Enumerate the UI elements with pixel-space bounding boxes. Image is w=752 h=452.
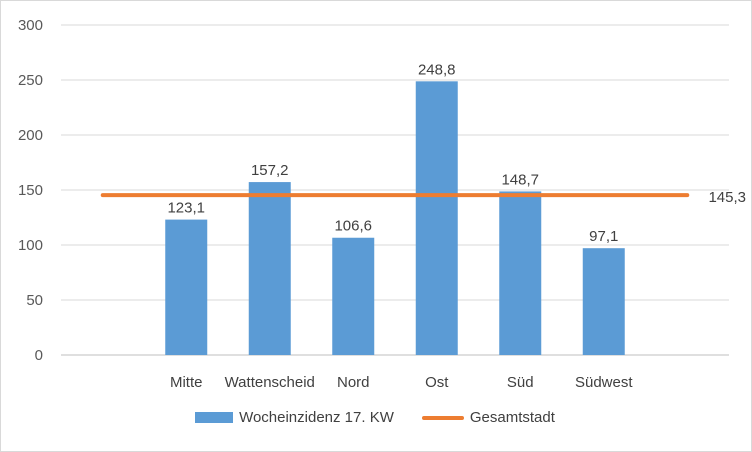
y-tick-label: 200 [18, 127, 43, 144]
chart-legend: Wocheinzidenz 17. KW Gesamtstadt [0, 409, 750, 426]
legend-item-bars: Wocheinzidenz 17. KW [195, 409, 394, 426]
legend-swatch-bar [195, 412, 234, 423]
data-label: 123,1 [167, 200, 205, 217]
data-label: 148,7 [501, 171, 539, 188]
bar [415, 81, 458, 355]
line-value-label: 145,3 [708, 189, 746, 206]
x-tick-label: Wattenscheid [225, 374, 315, 391]
y-tick-label: 100 [18, 237, 43, 254]
legend-item-line: Gesamtstadt [421, 409, 555, 426]
y-tick-label: 300 [18, 17, 43, 34]
y-tick-label: 150 [18, 182, 43, 199]
y-tick-label: 0 [35, 347, 43, 364]
y-tick-label: 250 [18, 72, 43, 89]
bar [582, 248, 625, 355]
bar [248, 182, 291, 355]
legend-label-bars: Wocheinzidenz 17. KW [239, 409, 394, 426]
y-tick-label: 50 [26, 292, 43, 309]
x-tick-label: Ost [425, 374, 449, 391]
bar [332, 237, 375, 355]
x-tick-label: Nord [337, 374, 370, 391]
x-tick-label: Mitte [170, 374, 203, 391]
bar [499, 191, 542, 355]
x-tick-label: Südwest [575, 374, 633, 391]
x-tick-label: Süd [507, 374, 534, 391]
legend-label-line: Gesamtstadt [469, 409, 555, 426]
data-label: 248,8 [418, 61, 456, 78]
data-label: 97,1 [589, 228, 618, 245]
bar [165, 219, 208, 355]
data-label: 157,2 [251, 162, 289, 179]
chart-plot: 0 50 100 150 200 250 300 123,1 Mitte 157,2 Wattens… [18, 17, 746, 391]
data-label: 106,6 [334, 218, 372, 235]
legend-swatch-line [421, 415, 464, 420]
